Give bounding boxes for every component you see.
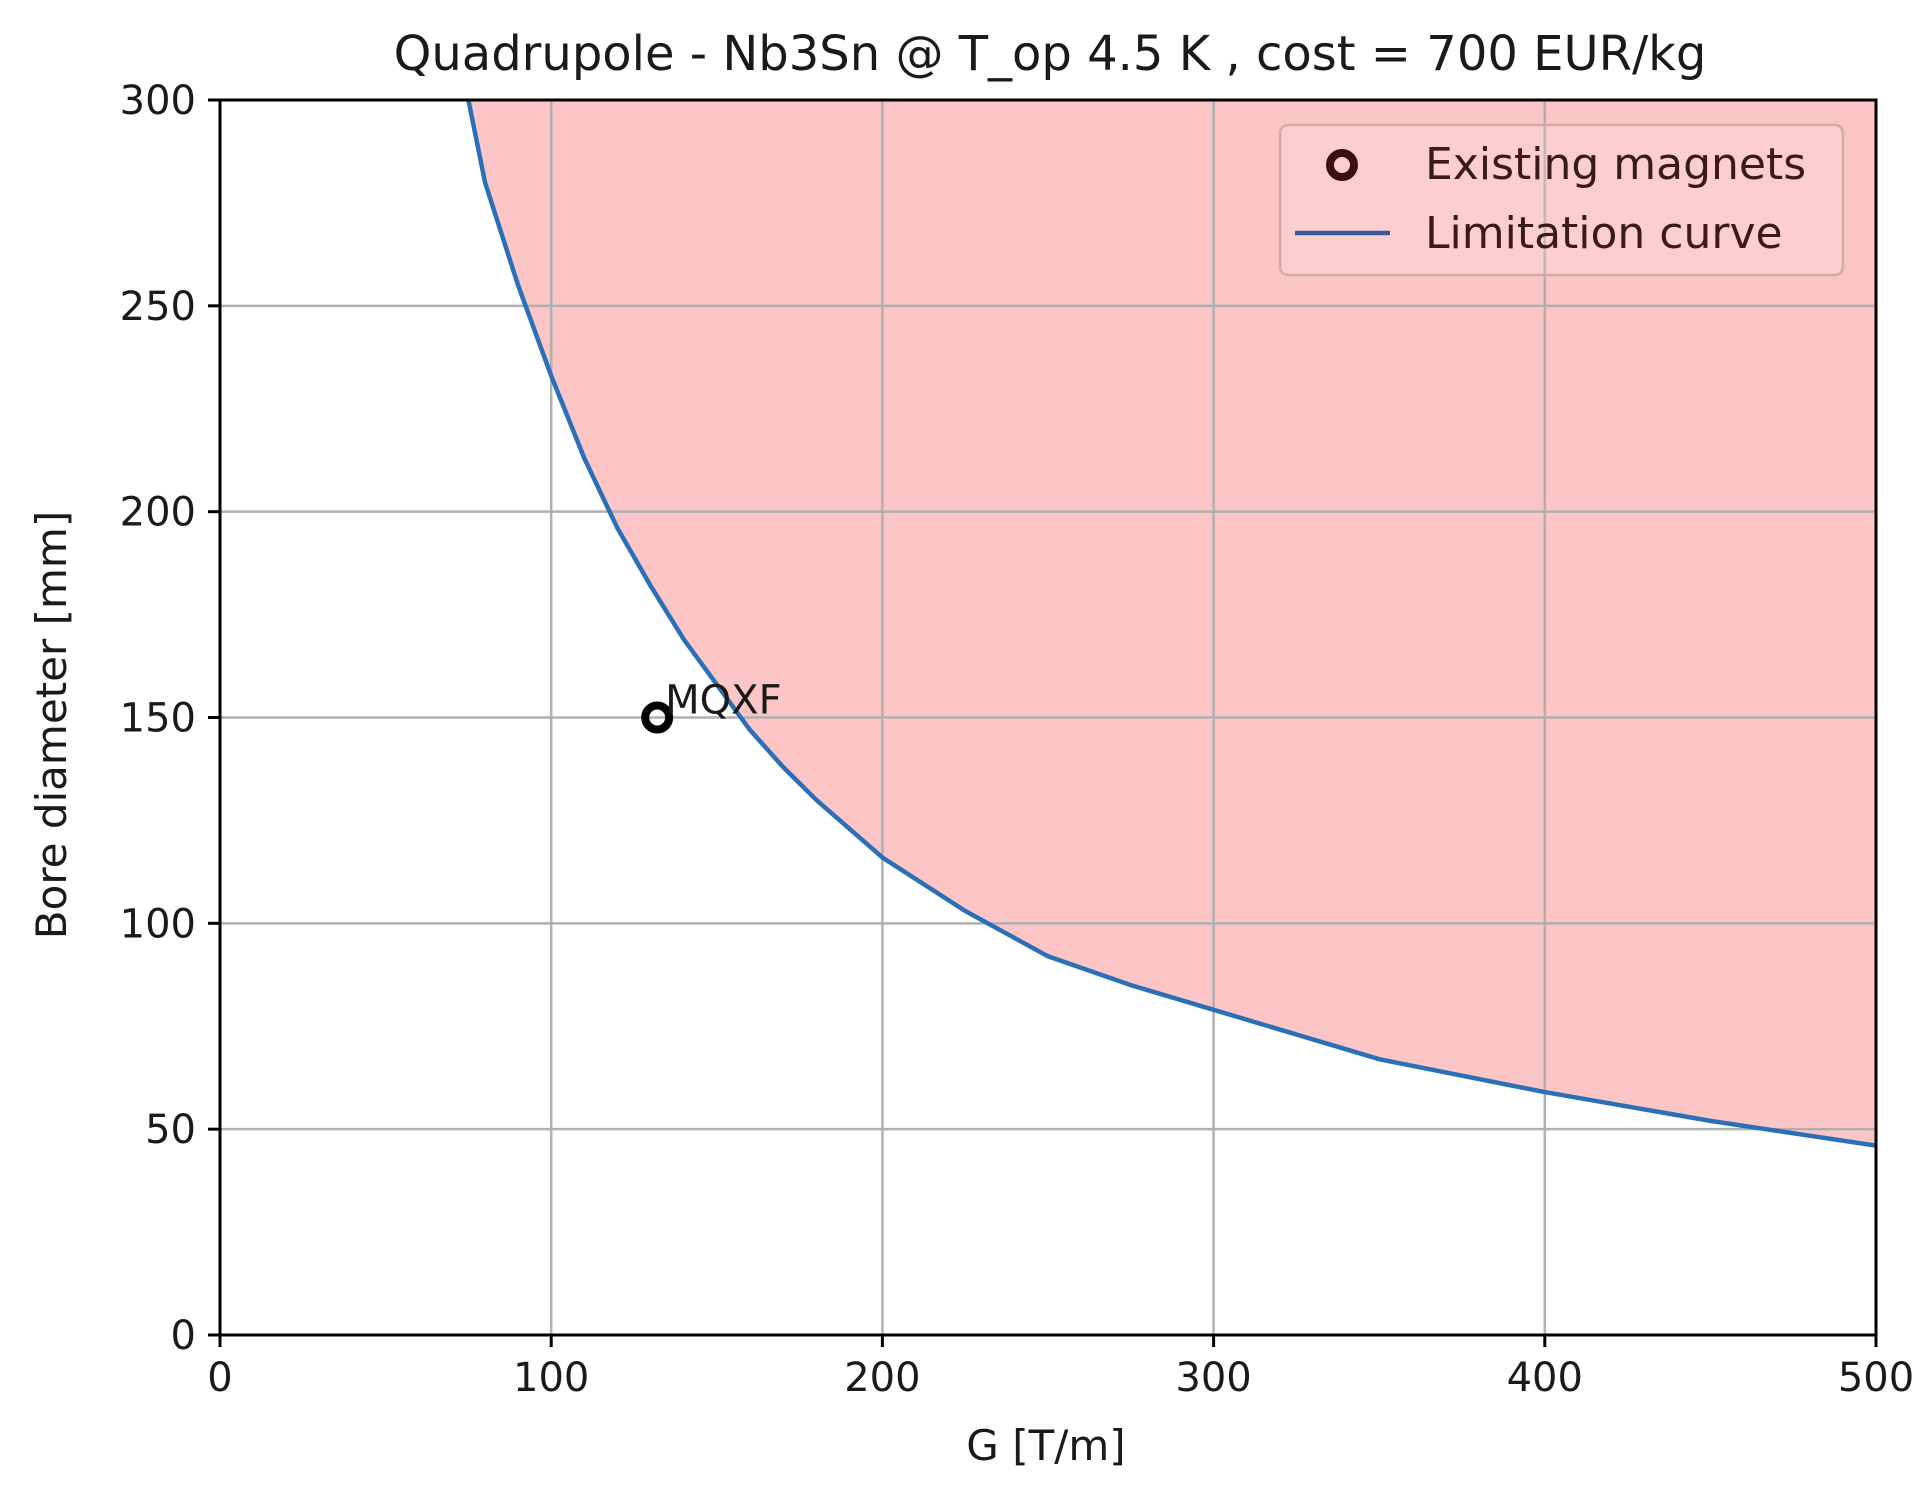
y-tick-label: 150 [120, 696, 196, 742]
x-tick-label: 0 [207, 1355, 232, 1401]
y-axis-ticks: 0 50 100 150 200 250 300 [120, 78, 220, 1359]
data-point-existing-magnet [641, 701, 674, 734]
x-tick-label: 300 [1175, 1355, 1251, 1401]
y-tick-label: 100 [120, 901, 196, 947]
y-tick-label: 200 [120, 490, 196, 536]
x-axis-label: G [T/m] [966, 1421, 1125, 1470]
x-tick-label: 200 [844, 1355, 920, 1401]
legend-box [1278, 123, 1845, 277]
x-tick-label: 500 [1838, 1355, 1914, 1401]
y-tick-label: 250 [120, 284, 196, 330]
y-axis-label: Bore diameter [mm] [27, 511, 76, 939]
y-tick-label: 50 [145, 1107, 196, 1153]
y-tick-label: 300 [120, 78, 196, 124]
chart-title: Quadrupole - Nb3Sn @ T_op 4.5 K , cost =… [394, 26, 1707, 82]
legend-marker-existing-magnets [1326, 149, 1358, 181]
legend-label-existing-magnets: Existing magnets [1425, 139, 1806, 190]
point-annotation: MQXF [665, 678, 781, 724]
limitation-curve-line [466, 99, 1877, 1148]
legend-label-limitation-curve: Limitation curve [1425, 208, 1783, 259]
existing-magnets-points: MQXF [641, 678, 782, 734]
infeasible-region [468, 100, 1876, 1146]
x-axis-ticks: 0 100 200 300 400 500 [207, 1335, 1914, 1401]
legend: Existing magnets Limitation curve [1278, 123, 1845, 277]
x-tick-label: 400 [1507, 1355, 1583, 1401]
plot-area: MQXF 0 100 200 300 400 500 0 50 100 150 200 250 300 [120, 78, 1915, 1401]
y-tick-label: 0 [171, 1313, 196, 1359]
x-tick-label: 100 [513, 1355, 589, 1401]
